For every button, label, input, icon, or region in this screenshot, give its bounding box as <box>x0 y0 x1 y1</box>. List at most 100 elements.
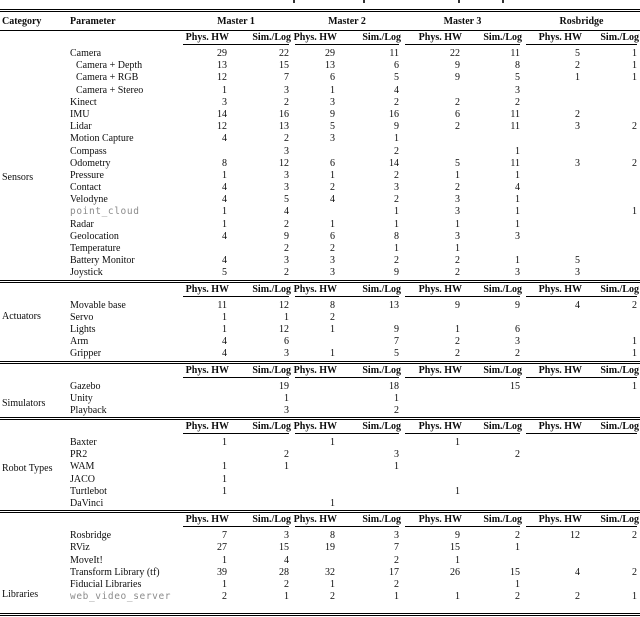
table-row: Geolocation 4 9 6 8 3 3 <box>0 231 640 243</box>
section-separator-rule <box>0 360 640 364</box>
table-row: Movable base 11 12 8 13 9 9 4 2 <box>0 300 640 312</box>
table-row: Rosbridge 7 3 8 3 9 2 12 2 <box>0 530 640 542</box>
cell-value <box>583 219 640 231</box>
cell-value: 2 <box>222 591 227 603</box>
subheader-sim-log: Sim./Log <box>600 364 639 376</box>
table-row: Unity 1 1 <box>0 393 640 405</box>
cell-value: 15 <box>279 542 289 554</box>
cell-value: 11 <box>510 108 520 120</box>
cell-value: 9 <box>330 108 335 120</box>
column-group-master-1: Master 1 <box>217 15 255 27</box>
cell-value: 29 <box>325 48 335 59</box>
cell-value <box>463 474 523 486</box>
table-row: Baxter 1 1 1 <box>0 437 640 449</box>
cell-value <box>292 405 338 417</box>
cell-value: 1 <box>455 485 460 497</box>
cell-value: 2 <box>455 182 460 194</box>
cell-value: 4 <box>222 336 227 348</box>
cell-value: 7 <box>284 72 289 84</box>
table-section: Phys. HW Sim./Log Phys. HW Sim./Log Phys… <box>0 417 640 510</box>
subheader-sim-log: Sim./Log <box>483 32 522 43</box>
subheader-phys-hw: Phys. HW <box>538 283 582 295</box>
cell-value: 1 <box>455 243 460 254</box>
group-underline <box>295 44 399 46</box>
cell-value: 2 <box>394 554 399 566</box>
subheader-phys-hw: Phys. HW <box>418 514 462 526</box>
cell-value <box>583 243 640 255</box>
cell-value <box>523 381 583 393</box>
table-section: Phys. HW Sim./Log Phys. HW Sim./Log Phys… <box>0 360 640 418</box>
parameter-label: Geolocation <box>70 230 119 242</box>
subheader-phys-hw: Phys. HW <box>418 32 462 43</box>
cell-value: 1 <box>394 243 399 254</box>
subheader-sim-log: Sim./Log <box>600 283 639 295</box>
group-underline <box>183 376 289 379</box>
cell-value: 1 <box>455 591 460 603</box>
parameter-label: Transform Library (tf) <box>70 566 160 578</box>
cell-value: 15 <box>510 380 520 392</box>
cell-value <box>583 109 640 121</box>
cell-value <box>583 324 640 336</box>
cell-value <box>292 381 338 393</box>
cell-value <box>583 437 640 449</box>
section-rows: Movable base 11 12 8 13 9 9 4 2 Servo 1 … <box>0 300 640 361</box>
cell-value <box>180 449 230 461</box>
cell-value: 3 <box>515 267 520 279</box>
table-bottom-rule <box>0 613 640 616</box>
parameter-label: Compass <box>70 145 107 157</box>
caption-fragment <box>363 0 365 3</box>
column-group-rosbridge: Rosbridge <box>559 15 604 27</box>
cell-value: 1 <box>222 206 227 218</box>
cell-value: 1 <box>632 591 637 603</box>
subheader-phys-hw: Phys. HW <box>293 421 337 433</box>
cell-value <box>230 437 292 449</box>
cell-value: 7 <box>394 336 399 348</box>
section-separator-rule <box>0 279 640 283</box>
parameter-label: Battery Monitor <box>70 255 135 267</box>
parameter-label: Servo <box>70 311 94 323</box>
cell-value <box>583 461 640 473</box>
parameter-label: point_cloud <box>70 206 140 218</box>
cell-value: 2 <box>284 449 289 461</box>
cell-value <box>523 474 583 486</box>
cell-value <box>338 437 402 449</box>
parameter-label: Camera + RGB <box>76 72 139 84</box>
cell-value <box>292 449 338 461</box>
section-separator-rule <box>0 417 640 421</box>
table-row: Playback 3 2 <box>0 405 640 417</box>
table-row: RViz 27 15 19 7 15 1 <box>0 542 640 554</box>
cell-value <box>338 486 402 498</box>
cell-value <box>402 474 463 486</box>
table-row: Kinect 3 2 3 2 2 2 <box>0 97 640 109</box>
parameter-label: Camera + Stereo <box>76 84 144 96</box>
table-row: Servo 1 1 2 <box>0 312 640 324</box>
cell-value: 3 <box>575 267 580 279</box>
parameter-label: Turtlebot <box>70 485 107 497</box>
cell-value: 1 <box>330 323 335 335</box>
subheader-sim-log: Sim./Log <box>483 364 522 376</box>
cell-value <box>463 437 523 449</box>
cell-value: 1 <box>632 336 637 348</box>
subheader-phys-hw: Phys. HW <box>538 421 582 433</box>
parameter-label: Unity <box>70 392 93 404</box>
cell-value <box>523 231 583 243</box>
cell-value: 11 <box>510 157 520 169</box>
cell-value: 1 <box>632 206 637 218</box>
subheader-phys-hw: Phys. HW <box>418 421 462 433</box>
cell-value: 18 <box>389 380 399 392</box>
table-row: Transform Library (tf) 39 28 32 17 26 15… <box>0 567 640 579</box>
cell-value <box>583 267 640 279</box>
cell-value: 3 <box>284 169 289 181</box>
section-rows: Baxter 1 1 1 PR2 2 3 2 WAM 1 1 1 JACO <box>0 437 640 510</box>
cell-value: 2 <box>575 108 580 120</box>
cell-value: 1 <box>284 461 289 473</box>
cell-value <box>583 85 640 97</box>
cell-value <box>292 393 338 405</box>
cell-value: 2 <box>394 96 399 108</box>
cell-value <box>523 393 583 405</box>
cell-value <box>523 146 583 158</box>
table-row: Motion Capture 4 2 3 1 <box>0 133 640 145</box>
caption-fragment <box>458 0 460 3</box>
cell-value <box>583 579 640 591</box>
subheader-phys-hw: Phys. HW <box>185 364 229 376</box>
